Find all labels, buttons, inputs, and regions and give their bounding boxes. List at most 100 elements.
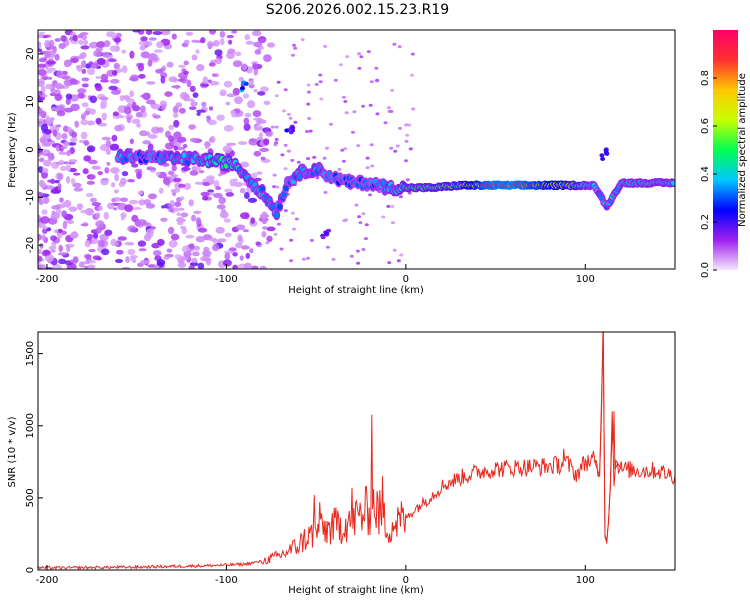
noise-cell [256,171,263,175]
noise-cell [65,164,72,172]
noise-cell [410,52,415,56]
noise-cell [214,57,222,64]
noise-cell [137,63,145,72]
noise-cell [253,89,258,93]
noise-cell [294,217,299,221]
noise-cell [164,142,174,150]
noise-cell [191,54,198,61]
noise-cell [357,215,362,219]
noise-cell [195,217,201,225]
noise-cell [38,48,43,53]
noise-cell [306,256,310,260]
noise-cell [260,156,266,161]
noise-cell [65,93,73,100]
noise-cell [120,197,128,202]
noise-cell [88,61,94,65]
noise-cell [43,142,51,147]
noise-cell [129,50,135,59]
noise-cell [389,146,394,150]
noise-cell [175,102,183,108]
noise-cell [111,89,121,95]
noise-cell [359,55,364,59]
noise-cell [202,182,211,186]
noise-cell [259,38,267,43]
noise-cell [161,205,166,209]
noise-cell [111,134,118,142]
noise-cell [103,211,110,220]
noise-cell [101,112,107,121]
noise-cell [105,140,111,148]
noise-cell [76,203,84,211]
noise-cell [232,264,238,269]
noise-cell [116,249,124,255]
noise-cell [398,126,403,130]
noise-cell [163,256,170,260]
noise-cell [60,35,67,42]
noise-cell [283,88,288,92]
noise-cell [70,137,78,143]
noise-cell [182,144,188,148]
noise-cell [65,176,71,184]
noise-cell [64,107,74,113]
y-tick-label: 0 [25,146,36,152]
noise-cell [171,164,177,172]
noise-cell [83,265,89,269]
noise-cell [198,170,205,174]
noise-cell [87,264,96,269]
noise-cell [191,39,198,43]
noise-cell [41,167,49,173]
noise-cell [361,248,366,251]
noise-cell [333,78,338,82]
snr-peak [593,332,622,542]
noise-cell [40,124,49,132]
spectrogram-cells [38,30,675,269]
noise-cell [173,119,180,128]
noise-cell [188,199,194,207]
noise-cell [411,107,416,111]
noise-cell [95,84,103,92]
noise-cell [176,212,182,217]
noise-cell [38,31,46,35]
noise-cell [60,202,67,208]
noise-cell [370,164,375,168]
noise-cell [81,68,87,74]
noise-cell [85,63,92,69]
noise-cell [153,114,161,119]
noise-cell [86,145,96,153]
noise-cell [244,34,251,41]
noise-cell [325,245,330,249]
noise-cell [405,178,410,182]
noise-cell [110,167,120,174]
y-tick-label: 500 [25,488,36,507]
noise-cell [56,70,64,78]
noise-cell [78,261,85,268]
y-tick-label: 20 [25,48,36,61]
noise-cell [272,185,277,189]
noise-cell [185,234,195,239]
noise-cell [292,227,296,231]
noise-cell [202,76,209,85]
noise-cell [127,179,136,183]
noise-cell [245,40,254,45]
colorbar-tick-label: 0.4 [700,166,711,182]
noise-cell [386,204,391,208]
noise-cell [344,111,349,115]
noise-cell [248,79,254,86]
noise-cell [38,214,41,220]
noise-cell [90,197,97,203]
noise-cell [306,90,311,94]
snr-plot-area [38,332,675,570]
noise-cell [195,236,206,243]
noise-cell [291,53,295,57]
noise-cell [178,183,186,188]
noise-cell [191,166,202,172]
noise-cell [112,111,119,116]
noise-cell [375,112,380,116]
noise-cell [387,261,392,265]
noise-cell [357,66,362,70]
noise-cell [50,178,55,185]
noise-cell [80,32,89,36]
noise-cell [97,205,103,211]
noise-cell [314,82,319,86]
noise-cell [258,119,267,124]
